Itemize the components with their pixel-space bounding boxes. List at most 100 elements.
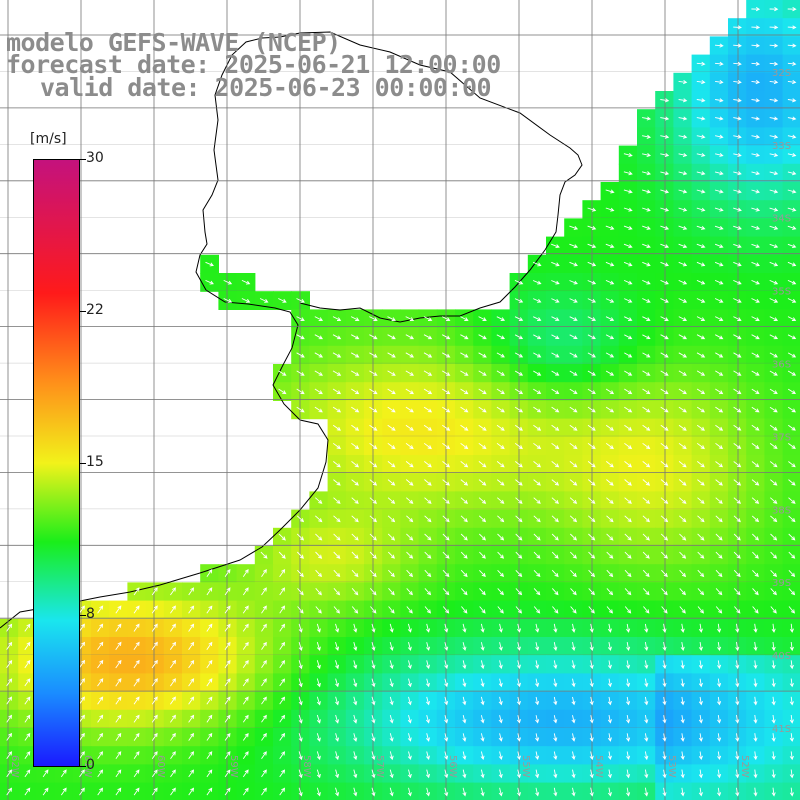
wind-arrow — [571, 769, 576, 779]
wind-arrow — [751, 98, 761, 103]
wind-arrow — [662, 696, 667, 706]
wind-arrow — [6, 732, 13, 741]
wind-arrow — [188, 732, 195, 741]
wind-arrow — [715, 569, 723, 578]
wind-arrow — [389, 641, 394, 652]
wind-arrow — [751, 370, 760, 376]
wind-arrow — [333, 533, 341, 541]
wind-arrow — [442, 406, 451, 413]
wind-arrow — [133, 787, 140, 796]
wind-arrow — [696, 261, 706, 267]
wind-arrow — [733, 134, 742, 139]
wind-arrow — [480, 623, 485, 633]
wind-arrow — [133, 769, 140, 778]
wind-arrow — [478, 497, 487, 504]
wind-arrow — [515, 515, 523, 523]
wind-arrow — [242, 714, 249, 723]
wind-arrow — [589, 678, 594, 688]
wind-arrow — [496, 370, 505, 376]
wind-arrow — [515, 569, 523, 577]
wind-arrow — [697, 588, 705, 596]
wind-arrow — [642, 479, 651, 486]
wind-arrow — [442, 479, 450, 486]
wind-arrow — [79, 678, 85, 687]
wind-arrow — [242, 660, 249, 669]
wind-arrow — [662, 751, 667, 761]
lat-label: 34S — [772, 214, 791, 225]
colorbar-tick-label: 15 — [86, 454, 104, 470]
wind-arrow — [733, 43, 742, 48]
wind-arrow — [6, 660, 13, 669]
wind-arrow — [535, 751, 540, 761]
wind-arrow — [642, 551, 650, 559]
wind-arrow — [6, 623, 13, 632]
wind-arrow — [224, 569, 231, 578]
wind-arrow — [753, 733, 758, 742]
wind-arrow — [789, 641, 794, 652]
wind-arrow — [480, 696, 485, 706]
wind-arrow — [680, 715, 685, 724]
wind-arrow — [442, 461, 451, 468]
wind-arrow — [626, 678, 631, 688]
wind-arrow — [423, 316, 433, 321]
wind-arrow — [678, 479, 687, 486]
wind-arrow — [315, 588, 322, 596]
wind-arrow — [623, 261, 633, 267]
lat-label: 40S — [772, 651, 791, 662]
wind-arrow — [605, 243, 615, 249]
wind-arrow — [188, 623, 195, 632]
wind-arrow — [569, 479, 578, 486]
wind-arrow — [678, 225, 688, 230]
wind-arrow — [369, 352, 378, 358]
wind-arrow — [351, 424, 360, 431]
wind-arrow — [569, 497, 578, 504]
wind-arrow — [314, 370, 324, 376]
wind-arrow — [423, 406, 433, 413]
wind-arrow — [789, 623, 794, 633]
wind-arrow — [678, 134, 688, 139]
wind-arrow — [6, 678, 13, 687]
wind-arrow — [787, 243, 797, 249]
wind-arrow — [696, 134, 706, 139]
wind-arrow — [6, 787, 13, 796]
wind-arrow — [733, 533, 741, 541]
wind-arrow — [624, 497, 632, 504]
wind-arrow — [769, 171, 779, 176]
colorbar-tick-mark — [80, 615, 86, 616]
wind-arrow — [516, 769, 521, 779]
wind-arrow — [133, 623, 140, 632]
wind-arrow — [678, 116, 688, 121]
wind-arrow — [369, 533, 377, 541]
wind-arrow — [571, 678, 576, 688]
wind-arrow — [405, 370, 415, 376]
wind-arrow — [532, 261, 542, 267]
wind-arrow — [569, 406, 578, 413]
wind-arrow — [788, 533, 796, 541]
wind-arrow — [641, 171, 652, 176]
wind-arrow — [261, 641, 267, 650]
wind-arrow — [626, 623, 631, 633]
wind-arrow — [425, 769, 431, 779]
wind-arrow — [315, 569, 323, 578]
wind-arrow — [569, 352, 578, 358]
wind-arrow — [444, 696, 449, 706]
wind-arrow — [79, 732, 85, 741]
wind-arrow — [335, 660, 340, 670]
wind-arrow — [478, 334, 487, 340]
wind-arrow — [753, 623, 758, 633]
wind-arrow — [717, 769, 722, 779]
wind-arrow — [460, 442, 469, 450]
wind-arrow — [316, 623, 321, 633]
wind-arrow — [696, 316, 706, 321]
wind-arrow — [478, 461, 487, 468]
wind-arrow — [389, 623, 394, 633]
wind-arrow — [787, 334, 797, 340]
wind-arrow — [97, 696, 104, 705]
wind-arrow — [733, 443, 742, 449]
wind-arrow — [242, 641, 249, 650]
wind-arrow — [788, 588, 796, 596]
wind-arrow — [316, 660, 321, 670]
wind-arrow — [298, 696, 303, 706]
wind-arrow — [535, 715, 540, 724]
